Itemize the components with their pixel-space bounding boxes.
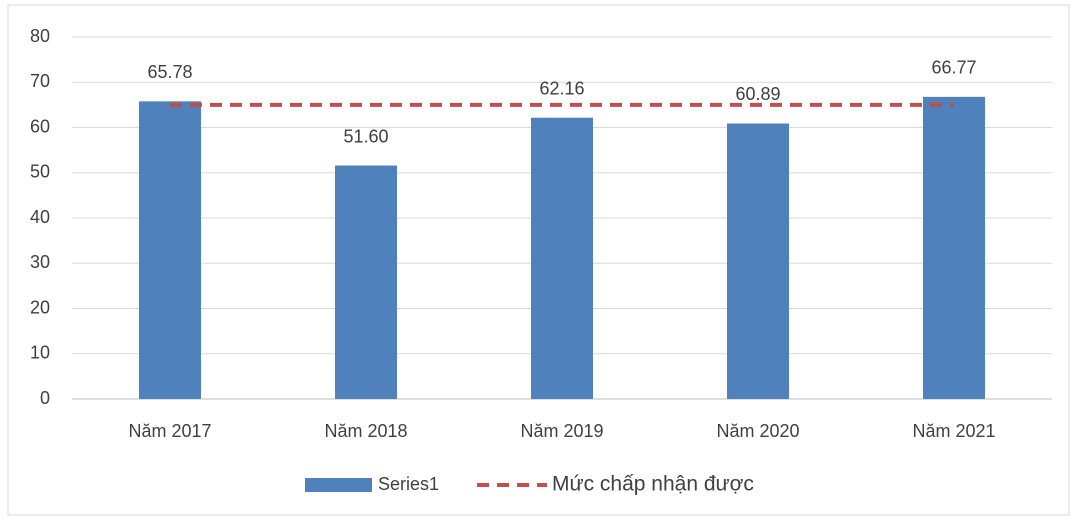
data-label: 65.78 bbox=[147, 62, 192, 82]
x-tick-label: Năm 2021 bbox=[912, 421, 995, 441]
x-tick-label: Năm 2020 bbox=[716, 421, 799, 441]
data-label: 60.89 bbox=[735, 84, 780, 104]
x-tick-label: Năm 2018 bbox=[324, 421, 407, 441]
y-tick-label: 10 bbox=[30, 343, 50, 363]
bar bbox=[335, 165, 397, 399]
legend-label: Series1 bbox=[378, 474, 439, 494]
legend-label: Mức chấp nhận được bbox=[552, 473, 754, 496]
y-tick-label: 50 bbox=[30, 162, 50, 182]
x-tick-label: Năm 2019 bbox=[520, 421, 603, 441]
y-tick-label: 60 bbox=[30, 116, 50, 136]
bar bbox=[531, 117, 593, 399]
bar bbox=[727, 123, 789, 399]
legend-swatch bbox=[305, 478, 372, 492]
x-tick-label: Năm 2017 bbox=[128, 421, 211, 441]
data-label: 66.77 bbox=[931, 58, 976, 78]
bar bbox=[923, 96, 985, 399]
y-tick-label: 70 bbox=[30, 71, 50, 91]
y-tick-label: 40 bbox=[30, 207, 50, 227]
y-tick-label: 80 bbox=[30, 26, 50, 46]
data-label: 62.16 bbox=[539, 78, 584, 98]
data-label: 51.60 bbox=[343, 126, 388, 146]
bar bbox=[139, 101, 201, 400]
y-tick-label: 30 bbox=[30, 252, 50, 272]
y-tick-label: 0 bbox=[40, 388, 50, 408]
y-tick-label: 20 bbox=[30, 297, 50, 317]
